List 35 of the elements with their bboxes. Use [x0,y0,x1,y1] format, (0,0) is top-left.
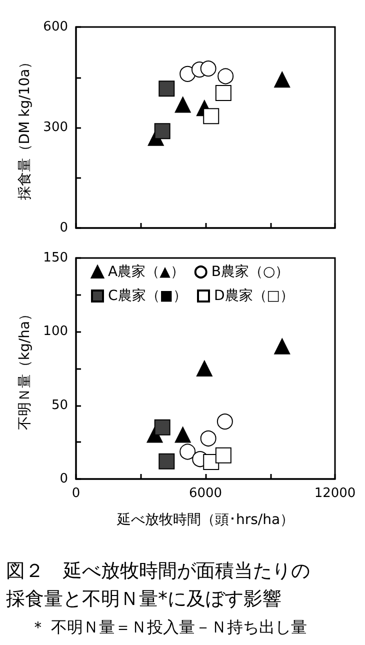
legend-label: D農家（□） [214,288,294,304]
y-tick-label: 150 [43,250,68,266]
point [200,60,216,77]
text: ＊ 不明Ｎ量＝Ｎ投入量－Ｎ持ち出し量 [30,618,308,636]
point [174,96,191,113]
x-tick-label: 0 [72,486,80,501]
y-axis-title: 採食量（DM kg/10a） [17,54,33,200]
point [215,84,232,101]
point [200,430,216,446]
point [154,419,170,436]
x-tick-label: 6000 [188,486,222,501]
point [274,72,290,88]
legend-label: C農家（■） [108,288,188,304]
point [216,414,233,430]
y-tick-label: 600 [43,20,68,34]
point [218,68,234,84]
x-axis-title: 延べ放牧時間（頭･hrs/ha） [116,512,294,528]
y-tick-label: 0 [60,472,68,486]
legend-label: A農家（▲） [108,264,184,280]
point [215,447,232,464]
y-tick-label: 300 [43,120,68,135]
y-tick-label: 50 [51,398,68,413]
point [154,123,170,140]
point [274,338,290,354]
x-tick-label: 12000 [314,486,356,501]
legend-label: B農家（○） [211,264,290,280]
y-tick-label: 100 [43,324,68,340]
y-axis-title: 不明Ｎ量（kg/ha） [17,306,33,430]
point [196,360,212,376]
text: 図２ 延べ放牧時間が面積当たりの採食量と不明Ｎ量*に及ぼす影響 [6,560,310,610]
point [158,453,175,470]
point [174,426,191,443]
point [158,80,175,97]
y-tick-label: 0 [60,220,68,236]
point [203,108,220,124]
